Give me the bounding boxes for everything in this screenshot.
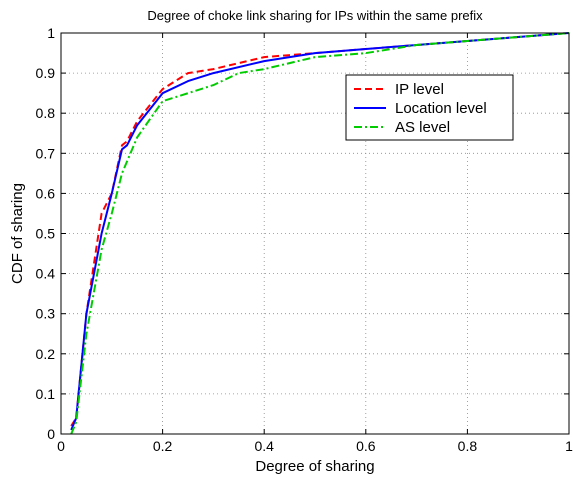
chart-title: Degree of choke link sharing for IPs wit… <box>147 8 483 23</box>
y-tick-label: 0.4 <box>36 266 56 282</box>
x-tick-label: 0.6 <box>356 438 376 454</box>
x-tick-label: 0 <box>57 438 65 454</box>
legend-label: IP level <box>395 81 444 98</box>
y-axis-label: CDF of sharing <box>9 183 26 284</box>
y-tick-label: 0.8 <box>36 105 56 121</box>
x-tick-label: 1 <box>565 438 573 454</box>
x-tick-label: 0.2 <box>153 438 173 454</box>
legend: IP level Location level AS level <box>345 74 514 141</box>
x-tick-label: 0.4 <box>254 438 274 454</box>
y-tick-label: 0 <box>47 426 55 442</box>
y-tick-label: 0.6 <box>36 185 56 201</box>
series-lines <box>70 32 570 435</box>
legend-label: AS level <box>395 119 450 136</box>
y-tick-label: 0.5 <box>36 226 56 242</box>
y-tick-label: 0.3 <box>36 306 56 322</box>
x-tick-label: 0.8 <box>458 438 478 454</box>
series-line-as-level <box>70 32 570 435</box>
y-tick-label: 0.9 <box>36 65 56 81</box>
x-axis-label: Degree of sharing <box>255 458 374 475</box>
series-line-ip-level <box>70 32 570 427</box>
y-tick-label: 0.2 <box>36 346 56 362</box>
legend-label: Location level <box>395 100 487 117</box>
y-tick-label: 0.7 <box>36 145 56 161</box>
y-tick-label: 0.1 <box>36 386 56 402</box>
y-tick-label: 1 <box>47 25 55 41</box>
axis-ticks: 0 0.2 0.4 0.6 0.8 1 0 0.1 0.2 0.3 0.4 0.5 0.6 0.7 0.8 0… <box>36 25 573 454</box>
